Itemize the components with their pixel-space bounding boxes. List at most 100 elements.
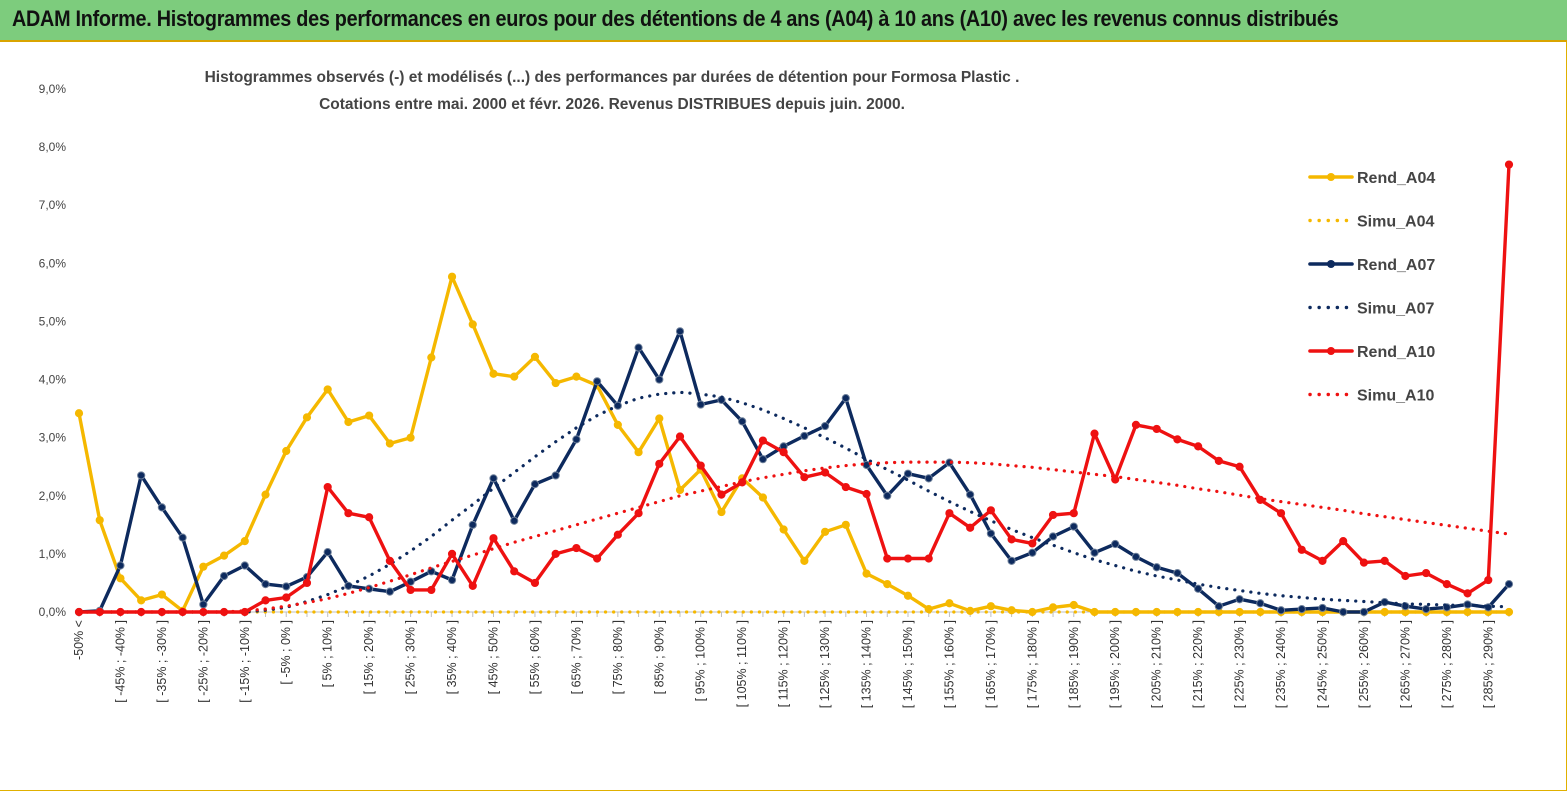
data-point-rend-a07 bbox=[1111, 539, 1120, 549]
x-tick-label: [ 195% ; 200% ] bbox=[1108, 620, 1122, 708]
data-point-rend-a04 bbox=[820, 527, 830, 536]
report-banner: ADAM Informe. Histogrammes des performan… bbox=[0, 0, 1567, 42]
data-point-rend-a10 bbox=[1380, 556, 1389, 565]
x-tick-label: [ 265% ; 270% ] bbox=[1398, 620, 1412, 708]
data-point-rend-a10 bbox=[530, 578, 540, 588]
data-point-rend-a10 bbox=[302, 578, 312, 588]
x-tick-label: [ -45% ; -40% ] bbox=[113, 620, 127, 703]
data-point-rend-a04 bbox=[530, 352, 540, 361]
data-point-rend-a07 bbox=[1422, 604, 1431, 614]
data-point-rend-a10 bbox=[1463, 589, 1472, 598]
series-line-simu-a07 bbox=[77, 390, 1511, 614]
data-point-rend-a04 bbox=[634, 448, 643, 457]
data-point-rend-a07 bbox=[489, 474, 498, 483]
x-tick-label: [ 255% ; 260% ] bbox=[1357, 620, 1371, 708]
x-tick-label: [ 55% ; 60% ] bbox=[528, 620, 542, 694]
data-point-rend-a04 bbox=[1048, 603, 1058, 612]
legend-marker-rend-a07 bbox=[1327, 260, 1335, 268]
data-point-rend-a07 bbox=[862, 460, 871, 470]
y-tick-label: 8,0% bbox=[39, 140, 67, 154]
data-point-rend-a04 bbox=[344, 417, 353, 427]
data-point-rend-a10 bbox=[800, 473, 809, 482]
data-point-rend-a07 bbox=[1173, 568, 1182, 578]
data-point-rend-a10 bbox=[1152, 424, 1161, 434]
data-point-rend-a10 bbox=[986, 506, 995, 515]
data-point-rend-a07 bbox=[758, 455, 768, 464]
data-point-rend-a10 bbox=[1214, 456, 1223, 466]
data-point-rend-a10 bbox=[344, 509, 353, 518]
data-point-rend-a07 bbox=[385, 587, 394, 596]
y-tick-label: 1,0% bbox=[39, 547, 67, 561]
data-point-rend-a10 bbox=[1007, 535, 1016, 544]
x-tick-label: [ 215% ; 220% ] bbox=[1191, 620, 1205, 708]
data-point-rend-a07 bbox=[1235, 595, 1244, 604]
data-point-rend-a07 bbox=[1276, 606, 1286, 615]
data-point-rend-a04 bbox=[841, 520, 850, 529]
data-point-rend-a10 bbox=[945, 509, 954, 518]
data-point-rend-a10 bbox=[178, 607, 187, 617]
data-point-rend-a07 bbox=[323, 548, 332, 557]
series-line-rend-a10 bbox=[77, 162, 1511, 614]
data-point-rend-a10 bbox=[903, 554, 913, 563]
data-point-rend-a10 bbox=[1235, 462, 1244, 471]
x-tick-label: [ 65% ; 70% ] bbox=[569, 620, 583, 694]
data-point-rend-a04 bbox=[385, 439, 394, 448]
data-point-rend-a04 bbox=[447, 272, 457, 281]
data-point-rend-a10 bbox=[1484, 575, 1493, 585]
data-point-rend-a07 bbox=[1069, 522, 1078, 531]
data-point-rend-a10 bbox=[924, 554, 933, 563]
data-point-rend-a10 bbox=[717, 490, 726, 499]
legend-marker-rend-a10 bbox=[1327, 347, 1335, 355]
legend-label-simu-a04: Simu_A04 bbox=[1357, 214, 1434, 231]
x-tick-label: [ 275% ; 280% ] bbox=[1440, 620, 1454, 708]
data-point-rend-a07 bbox=[406, 577, 415, 586]
x-tick-label: [ 35% ; 40% ] bbox=[445, 620, 459, 694]
data-point-rend-a10 bbox=[883, 554, 892, 563]
data-point-rend-a10 bbox=[468, 581, 477, 590]
data-point-rend-a04 bbox=[261, 490, 270, 499]
data-point-rend-a04 bbox=[800, 556, 809, 565]
data-point-rend-a04 bbox=[717, 507, 726, 517]
data-point-rend-a07 bbox=[675, 327, 685, 336]
data-point-rend-a07 bbox=[530, 480, 540, 489]
x-tick-label: [ 235% ; 240% ] bbox=[1274, 620, 1288, 708]
legend-label-simu-a10: Simu_A10 bbox=[1357, 388, 1434, 405]
data-point-rend-a10 bbox=[1069, 509, 1078, 518]
data-point-rend-a04 bbox=[572, 372, 581, 381]
data-point-rend-a10 bbox=[1028, 539, 1037, 548]
data-point-rend-a10 bbox=[1297, 545, 1306, 554]
chart-title-background bbox=[150, 70, 1080, 120]
chart-legend: Rend_A04 Simu_A04 Rend_A07 Simu_A07 Rend_A10… bbox=[1296, 154, 1456, 424]
data-point-rend-a07 bbox=[924, 474, 933, 483]
data-point-rend-a10 bbox=[966, 523, 975, 532]
data-point-rend-a10 bbox=[862, 489, 871, 499]
data-point-rend-a10 bbox=[655, 459, 664, 468]
x-tick-label: [ 245% ; 250% ] bbox=[1315, 620, 1329, 708]
y-tick-label: 3,0% bbox=[39, 431, 67, 445]
data-point-rend-a10 bbox=[613, 530, 622, 539]
data-point-rend-a07 bbox=[157, 503, 166, 512]
legend-label-rend-a07: Rend_A07 bbox=[1357, 257, 1435, 274]
chart-area: Histogrammes observés (-) et modélisés (… bbox=[0, 42, 1567, 791]
data-point-rend-a04 bbox=[219, 551, 229, 560]
data-point-rend-a10 bbox=[696, 461, 705, 470]
data-point-rend-a07 bbox=[1339, 607, 1348, 617]
x-tick-label: [ 135% ; 140% ] bbox=[860, 620, 874, 708]
data-point-rend-a10 bbox=[1194, 442, 1203, 451]
data-point-rend-a07 bbox=[1194, 584, 1203, 593]
data-point-rend-a07 bbox=[986, 529, 995, 538]
data-point-rend-a10 bbox=[634, 509, 643, 518]
data-point-rend-a10 bbox=[1504, 160, 1514, 169]
data-point-rend-a04 bbox=[613, 420, 622, 429]
data-point-rend-a07 bbox=[1152, 563, 1161, 572]
x-tick-label: [ 105% ; 110% ] bbox=[735, 620, 749, 707]
x-tick-label: [ 145% ; 150% ] bbox=[901, 620, 915, 708]
data-point-rend-a07 bbox=[1359, 607, 1369, 617]
data-point-rend-a10 bbox=[1276, 509, 1286, 518]
data-point-rend-a07 bbox=[199, 600, 208, 609]
data-point-rend-a07 bbox=[1028, 548, 1037, 557]
data-point-rend-a10 bbox=[385, 556, 394, 565]
data-point-rend-a10 bbox=[261, 596, 270, 605]
data-point-rend-a04 bbox=[675, 485, 685, 495]
data-point-rend-a04 bbox=[986, 602, 995, 611]
